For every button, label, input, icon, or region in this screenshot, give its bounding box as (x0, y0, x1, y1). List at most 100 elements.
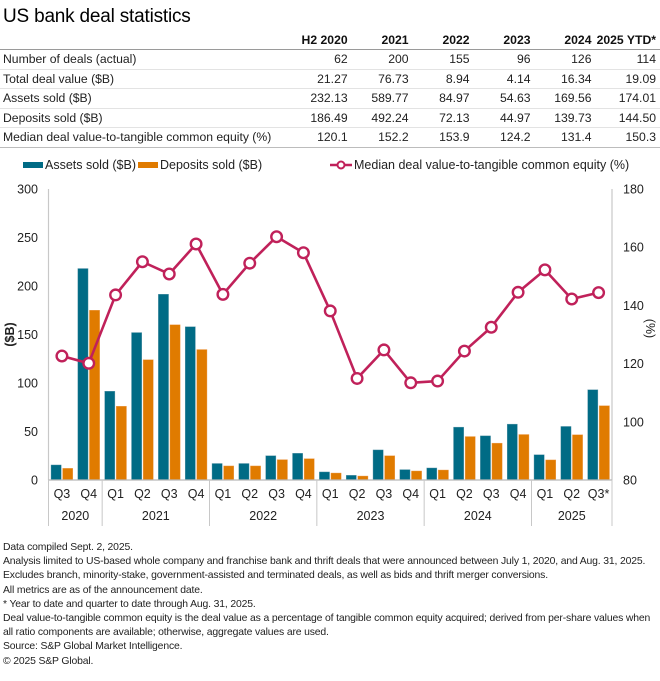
table-cell: 124.2 (473, 127, 535, 148)
x-tick-label: Q2 (563, 487, 580, 501)
bar-assets (50, 464, 62, 481)
bar-deposits (89, 310, 100, 481)
table-cell: 589.77 (351, 88, 413, 109)
legend-item-deposits: Deposits sold ($B) (138, 158, 262, 172)
bar-deposits (572, 434, 583, 481)
median-marker (270, 230, 284, 244)
note-line: Analysis limited to US-based whole compa… (3, 556, 649, 582)
bar-assets (399, 469, 411, 481)
y-left-tick-label: 200 (17, 280, 38, 294)
y-left-tick-label: 250 (17, 231, 38, 245)
bar-deposits (196, 349, 208, 481)
bar-assets (533, 454, 545, 481)
note-line: * Year to date and quarter to date throu… (3, 598, 256, 610)
table-cell: 4.14 (473, 69, 535, 89)
table-cell: 186.49 (290, 108, 352, 128)
table-cell: 174.01 (595, 88, 660, 109)
table-cell: 84.97 (412, 88, 474, 109)
note-line: Source: S&P Global Market Intelligence. (3, 641, 183, 653)
median-marker (592, 286, 606, 300)
y-right-tick-label: 120 (623, 357, 644, 371)
bar-assets (480, 435, 491, 481)
bar-deposits (223, 465, 235, 481)
y-left-axis-label: ($B) (3, 322, 17, 346)
x-tick-label: Q1 (107, 487, 124, 501)
table-cell: 169.56 (534, 88, 596, 109)
table-cell: 21.27 (290, 69, 352, 89)
median-marker (565, 292, 579, 306)
x-tick-label: Q1 (215, 487, 232, 501)
y-left-tick-label: 0 (31, 474, 38, 488)
x-tick-label: Q3 (376, 487, 393, 501)
table-cell: 19.09 (595, 69, 660, 89)
median-marker (404, 376, 418, 390)
row-label: Total deal value ($B) (0, 69, 291, 89)
bar-deposits (142, 359, 154, 481)
x-tick-label: Q3 (54, 487, 71, 501)
median-marker (377, 343, 391, 357)
y-right-tick-label: 80 (623, 474, 637, 488)
bar-assets (426, 467, 438, 481)
table-row: Total deal value ($B) 21.27 76.73 8.94 4.14 1… (0, 69, 660, 89)
table-cell: 152.2 (351, 127, 413, 148)
x-year-label: 2021 (142, 509, 170, 523)
bar-assets (265, 455, 277, 481)
bar-deposits (518, 434, 530, 481)
bar-deposits (303, 458, 315, 481)
table-cell: 155 (412, 49, 474, 70)
y-left-tick-label: 150 (17, 328, 38, 342)
bar-assets (372, 449, 384, 481)
x-tick-label: Q4 (188, 487, 205, 501)
median-marker (484, 320, 498, 334)
median-marker (243, 256, 257, 270)
table-cell: 54.63 (473, 88, 535, 109)
legend-label-assets: Assets sold ($B) (45, 158, 137, 172)
table-header-2022: 2022 (412, 30, 474, 50)
x-year-label: 2023 (357, 509, 385, 523)
y-left-tick-label: 50 (24, 425, 38, 439)
bar-assets (292, 453, 303, 481)
x-tick-label: Q4 (402, 487, 419, 501)
bar-deposits (277, 459, 288, 481)
bar-deposits (545, 459, 557, 481)
table-cell: 76.73 (351, 69, 413, 89)
bar-deposits (411, 470, 422, 481)
median-marker (431, 374, 445, 388)
combo-chart: 0 50 100 150 200 250 300 80 100 120 140 160 180 ($B) (… (3, 183, 657, 526)
table-cell: 153.9 (412, 127, 474, 148)
table-cell: 150.3 (595, 127, 660, 148)
table-row: Deposits sold ($B) 186.49 492.24 72.13 44.97… (0, 108, 660, 128)
x-year-label: 2020 (61, 509, 89, 523)
table-header-2021: 2021 (351, 30, 413, 50)
x-tick-label: Q1 (537, 487, 554, 501)
median-marker (538, 263, 552, 277)
x-tick-label: Q4 (510, 487, 527, 501)
deposits-swatch-icon (138, 162, 158, 168)
legend-item-median: Median deal value-to-tangible common equ… (330, 158, 629, 172)
chart-legend: Assets sold ($B) Deposits sold ($B) Medi… (0, 158, 660, 176)
x-tick-label: Q1 (322, 487, 339, 501)
bar-deposits (438, 469, 449, 481)
chart-title: US bank deal statistics (3, 6, 191, 27)
table-header-2024: 2024 (534, 30, 596, 50)
y-right-tick-label: 140 (623, 299, 644, 313)
x-year-label: 2024 (464, 509, 492, 523)
row-label: Assets sold ($B) (0, 88, 291, 109)
row-label: Median deal value-to-tangible common equ… (0, 127, 291, 148)
table-row: Median deal value-to-tangible common equ… (0, 127, 660, 148)
median-marker (511, 285, 525, 299)
x-tick-label: Q2 (456, 487, 473, 501)
table-cell: 114 (595, 49, 660, 70)
table-cell: 232.13 (290, 88, 352, 109)
median-marker (296, 246, 310, 260)
deal-statistics-table: H2 2020 2021 2022 2023 2024 2025 YTD* Nu… (0, 30, 660, 148)
median-marker (350, 371, 364, 385)
bar-deposits (464, 436, 476, 481)
table-cell: 8.94 (412, 69, 474, 89)
bar-deposits (599, 405, 610, 481)
bar-deposits (330, 472, 342, 481)
y-left-tick-label: 300 (17, 183, 38, 197)
median-marker (55, 349, 69, 363)
table-header-2023: 2023 (473, 30, 535, 50)
chart-notes: Data compiled Sept. 2, 2025. Analysis lim… (3, 541, 660, 669)
